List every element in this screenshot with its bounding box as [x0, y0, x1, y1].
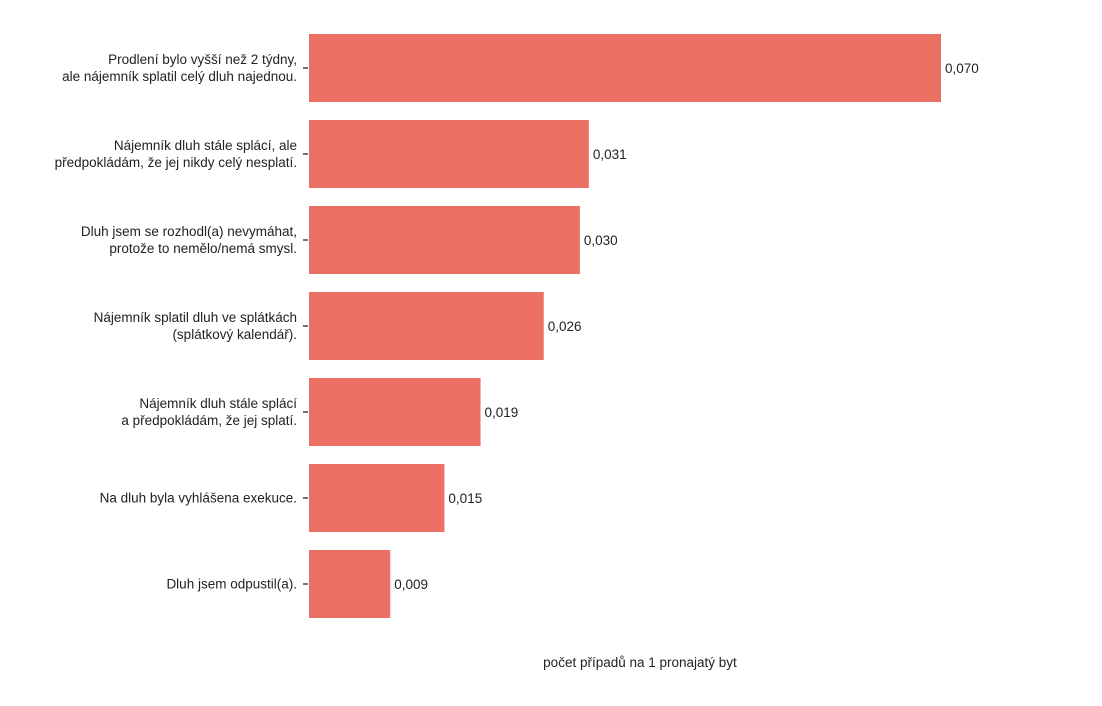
bar-5: [309, 378, 481, 446]
category-label-3: Dluh jsem se rozhodl(a) nevymáhat, protož…: [81, 224, 297, 256]
x-axis-label: počet případů na 1 pronajatý byt: [543, 655, 737, 670]
value-label-7: 0,009: [394, 577, 428, 592]
bar-6: [309, 464, 445, 532]
bar-1: [309, 34, 941, 102]
category-labels-group: Prodlení bylo vyšší než 2 týdny, ale náje…: [55, 52, 298, 592]
value-label-6: 0,015: [448, 491, 482, 506]
bars-group: [309, 34, 941, 618]
value-label-1: 0,070: [945, 61, 979, 76]
value-label-3: 0,030: [584, 233, 618, 248]
category-label-6: Na dluh byla vyhlášena exekuce.: [100, 491, 297, 506]
bar-2: [309, 120, 589, 188]
value-label-2: 0,031: [593, 147, 627, 162]
bar-4: [309, 292, 544, 360]
y-ticks-group: [303, 67, 308, 585]
value-label-5: 0,019: [485, 405, 519, 420]
category-label-7: Dluh jsem odpustil(a).: [166, 577, 297, 592]
category-label-2: Nájemník dluh stále splácí, ale předpoklá…: [55, 138, 297, 170]
category-label-5: Nájemník dluh stále splácí a předpokládám…: [121, 396, 297, 428]
category-label-4: Nájemník splatil dluh ve splátkách (splát…: [94, 310, 297, 342]
category-label-1: Prodlení bylo vyšší než 2 týdny, ale náje…: [62, 52, 297, 84]
value-labels-group: 0,070 0,031 0,030 0,026 0,019 0,015 0,009: [394, 61, 979, 592]
bar-7: [309, 550, 391, 618]
bar-3: [309, 206, 580, 274]
value-label-4: 0,026: [548, 319, 582, 334]
